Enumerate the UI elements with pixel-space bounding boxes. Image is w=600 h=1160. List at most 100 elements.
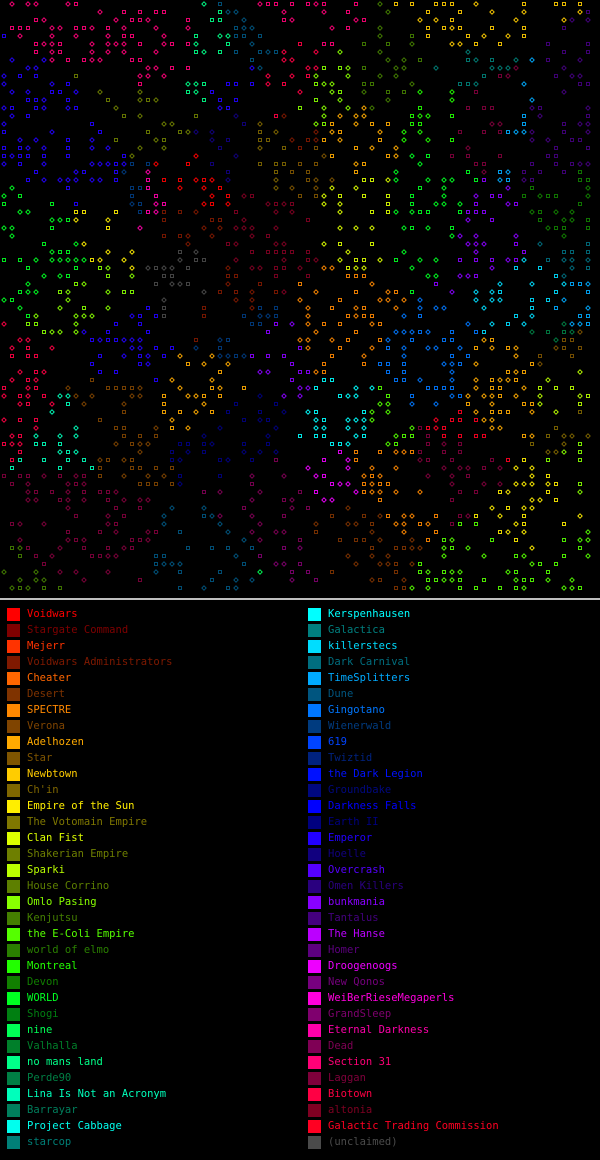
star-marker [306,322,310,326]
star-marker [275,3,278,6]
star-marker [138,346,142,350]
legend-swatch [308,816,321,829]
star-marker [378,402,382,406]
star-marker [34,426,38,430]
star-marker [82,498,86,502]
star-marker [387,363,390,366]
star-marker [99,491,102,494]
star-marker [355,171,358,174]
star-marker [578,10,582,14]
star-marker [234,242,238,246]
star-marker [267,331,270,334]
legend-item: GrandSleep [308,1006,600,1022]
star-marker [99,555,102,558]
star-marker [587,291,590,294]
star-marker [490,426,494,430]
star-marker [274,210,278,214]
star-marker [155,555,158,558]
star-marker [563,339,566,342]
star-marker [450,378,454,382]
star-marker [386,178,390,182]
star-marker [539,355,542,358]
star-marker [218,106,222,110]
star-marker [578,514,582,518]
star-marker [410,562,414,566]
star-marker [235,27,238,30]
star-marker [210,130,214,134]
star-marker [506,170,510,174]
star-marker [59,251,62,254]
star-marker [66,258,70,262]
legend-label: The Votomain Empire [27,814,147,830]
star-marker [586,530,590,534]
star-marker [306,306,310,310]
star-marker [194,394,198,398]
star-marker [418,306,422,310]
star-marker [211,91,214,94]
star-marker [459,435,462,438]
star-marker [266,434,270,438]
star-marker [50,402,54,406]
legend-swatch [7,912,20,925]
star-marker [315,83,318,86]
star-marker [395,291,398,294]
star-marker [483,435,486,438]
star-marker [123,515,126,518]
star-marker [162,298,166,302]
star-marker [363,179,366,182]
star-marker [466,546,470,550]
star-marker [586,194,590,198]
legend-swatch [7,816,20,829]
star-marker [354,266,358,270]
star-marker [123,35,126,38]
star-marker [138,74,142,78]
star-marker [106,34,110,38]
star-marker [579,483,582,486]
legend-swatch [308,896,321,909]
star-marker [194,90,198,94]
star-marker [202,202,206,206]
star-marker [275,275,278,278]
star-marker [82,538,86,542]
star-marker [523,459,526,462]
star-marker [411,339,414,342]
star-marker [371,315,374,318]
star-marker [155,483,158,486]
star-marker [379,499,382,502]
star-marker [282,394,286,398]
star-marker [418,490,422,494]
star-marker [98,58,102,62]
star-marker [474,298,478,302]
star-marker [410,546,414,550]
legend-swatch [7,848,20,861]
star-marker [403,547,406,550]
star-marker [451,3,454,6]
star-marker [283,19,286,22]
star-marker [338,50,342,54]
star-marker [307,139,310,142]
legend-label: Perde90 [27,1070,71,1086]
star-marker [570,258,574,262]
star-marker [163,355,166,358]
star-marker [35,99,38,102]
star-marker [562,258,566,262]
star-marker [2,122,6,126]
star-marker [195,339,198,342]
star-marker [227,243,230,246]
star-marker [418,114,422,118]
star-marker [426,570,430,574]
star-marker [171,451,174,454]
star-marker [210,378,214,382]
star-marker [426,586,430,590]
legend-label: Stargate Command [27,622,128,638]
star-marker [427,435,430,438]
star-marker [530,138,534,142]
star-marker [339,443,342,446]
star-marker [587,147,590,150]
star-marker [18,34,22,38]
star-marker [155,435,158,438]
star-marker [67,451,70,454]
star-marker [123,155,126,158]
star-marker [586,162,590,166]
legend-item: Cheater [7,670,303,686]
